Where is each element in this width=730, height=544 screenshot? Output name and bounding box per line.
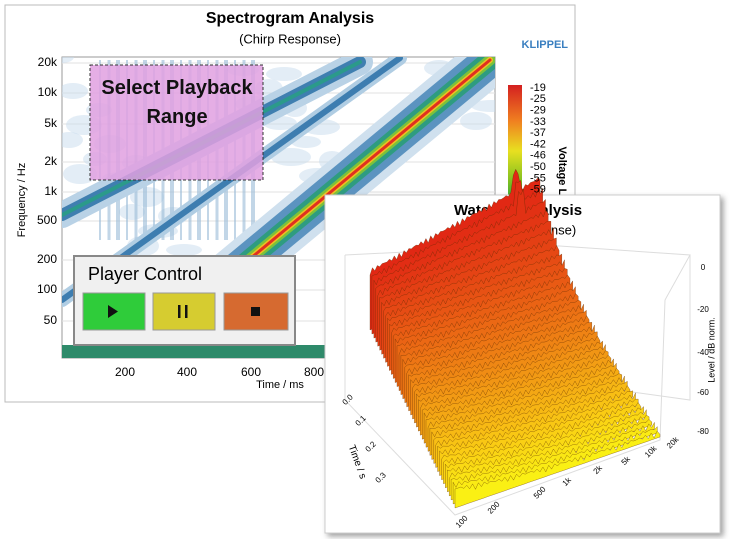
z-axis-label: Level / dB norm. — [706, 317, 716, 383]
spectrogram-subtitle: (Chirp Response) — [239, 31, 341, 46]
z-tick-label: -40 — [697, 348, 709, 357]
z-tick-label: -20 — [697, 305, 709, 314]
waterfall-slice — [454, 430, 661, 509]
colorbar-tick-label: -29 — [530, 105, 546, 117]
x-tick-label: 200 — [115, 365, 135, 379]
colorbar-tick-label: -55 — [530, 172, 546, 184]
colorbar-tick-label: -42 — [530, 138, 546, 150]
x-tick-label: 400 — [177, 365, 197, 379]
pause-button[interactable] — [152, 292, 216, 331]
play-button[interactable] — [82, 292, 146, 331]
x-axis-label: Time / ms — [256, 379, 304, 391]
noise — [62, 132, 83, 148]
noise — [63, 164, 97, 184]
colorbar-tick-label: -46 — [530, 150, 546, 162]
z-tick-label: -60 — [697, 388, 709, 397]
noise — [271, 148, 311, 166]
noise — [119, 204, 145, 220]
waterfall-image — [369, 168, 661, 509]
colorbar-tick-label: -37 — [530, 127, 546, 139]
y-tick-label: 20k — [38, 55, 58, 69]
y-axis-label: Frequency / Hz — [16, 163, 28, 238]
spectrogram-title: Spectrogram Analysis — [206, 10, 374, 27]
y-tick-label: 200 — [37, 252, 57, 266]
stop-button[interactable] — [223, 292, 289, 331]
y-tick-label: 500 — [37, 213, 57, 227]
noise — [460, 112, 492, 130]
noise — [266, 67, 302, 81]
player-title: Player Control — [88, 264, 202, 284]
colorbar-tick-label: -19 — [530, 82, 546, 94]
y-tick-label: 10k — [38, 85, 58, 99]
colorbar-tick-label: -59 — [530, 184, 546, 196]
noise — [62, 57, 74, 63]
y-tick-label: 50 — [44, 313, 58, 327]
colorbar-tick-label: -33 — [530, 116, 546, 128]
selection-label: Select Playback Range — [101, 77, 253, 128]
y-tick-label: 100 — [37, 282, 57, 296]
noise — [166, 244, 202, 256]
y-tick-label: 2k — [44, 154, 58, 168]
brand: KLIPPEL — [522, 39, 569, 51]
colorbar-tick-label: -25 — [530, 93, 546, 105]
x-tick-label: 800 — [304, 365, 324, 379]
colorbar — [508, 85, 522, 205]
y-tick-label: 5k — [44, 116, 58, 130]
colorbar-tick-label: -50 — [530, 161, 546, 173]
y-tick-label: 1k — [44, 184, 58, 198]
x-tick-label: 600 — [241, 365, 261, 379]
z-tick-label: 0 — [701, 263, 706, 272]
noise — [62, 83, 88, 99]
selection-range[interactable] — [89, 64, 264, 181]
z-tick-label: -80 — [697, 427, 709, 436]
